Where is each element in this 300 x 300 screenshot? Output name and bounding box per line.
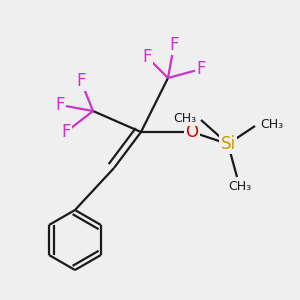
Text: F: F <box>55 96 65 114</box>
Text: CH₃: CH₃ <box>260 118 283 131</box>
Text: Si: Si <box>220 135 236 153</box>
Text: F: F <box>196 60 206 78</box>
Text: O: O <box>185 123 199 141</box>
Text: CH₃: CH₃ <box>228 179 252 193</box>
Text: F: F <box>76 72 86 90</box>
Text: CH₃: CH₃ <box>173 112 196 125</box>
Text: F: F <box>169 36 179 54</box>
Text: F: F <box>142 48 152 66</box>
Text: F: F <box>61 123 71 141</box>
